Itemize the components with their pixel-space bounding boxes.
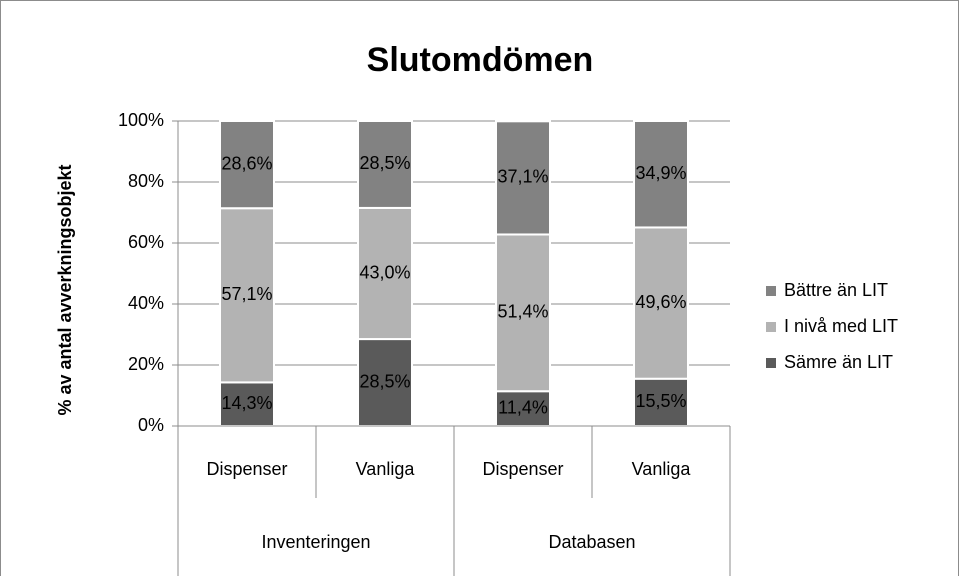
data-label: 28,6% xyxy=(221,153,272,173)
legend-label: Bättre än LIT xyxy=(784,280,888,300)
x-tick-label: Vanliga xyxy=(632,459,692,479)
y-axis-label: % av antal avverkningsobjekt xyxy=(55,164,75,415)
chart-title: Slutomdömen xyxy=(367,41,594,79)
bar-segment xyxy=(357,206,413,341)
data-label: 43,0% xyxy=(359,262,410,282)
data-label: 28,5% xyxy=(359,371,410,391)
group-label: Databasen xyxy=(548,532,635,552)
data-label: 28,5% xyxy=(359,153,410,173)
legend-label: Sämre än LIT xyxy=(784,352,893,372)
bar-segment xyxy=(357,120,413,209)
legend-swatch xyxy=(766,322,776,332)
legend-swatch xyxy=(766,358,776,368)
y-tick-label: 60% xyxy=(128,232,164,252)
data-label: 34,9% xyxy=(635,163,686,183)
data-label: 51,4% xyxy=(497,302,548,322)
y-tick-label: 40% xyxy=(128,293,164,313)
bar-segment xyxy=(633,120,689,229)
y-tick-label: 80% xyxy=(128,171,164,191)
y-tick-label: 0% xyxy=(138,415,164,435)
x-tick-label: Dispenser xyxy=(206,459,287,479)
bar-segment xyxy=(357,338,413,428)
y-tick-label: 20% xyxy=(128,354,164,374)
data-label: 57,1% xyxy=(221,284,272,304)
legend-swatch xyxy=(766,286,776,296)
bar-segment xyxy=(219,207,275,384)
bar-segment xyxy=(495,233,551,393)
bar-segment xyxy=(495,120,551,236)
data-label: 37,1% xyxy=(497,167,548,187)
x-tick-label: Dispenser xyxy=(482,459,563,479)
data-label: 14,3% xyxy=(221,393,272,413)
data-label: 11,4% xyxy=(498,397,548,417)
bar-segment xyxy=(219,120,275,210)
y-tick-label: 100% xyxy=(118,110,164,130)
group-label: Inventeringen xyxy=(261,532,370,552)
data-label: 49,6% xyxy=(635,292,686,312)
legend-label: I nivå med LIT xyxy=(784,316,898,336)
x-tick-label: Vanliga xyxy=(356,459,416,479)
data-label: 15,5% xyxy=(635,391,686,411)
